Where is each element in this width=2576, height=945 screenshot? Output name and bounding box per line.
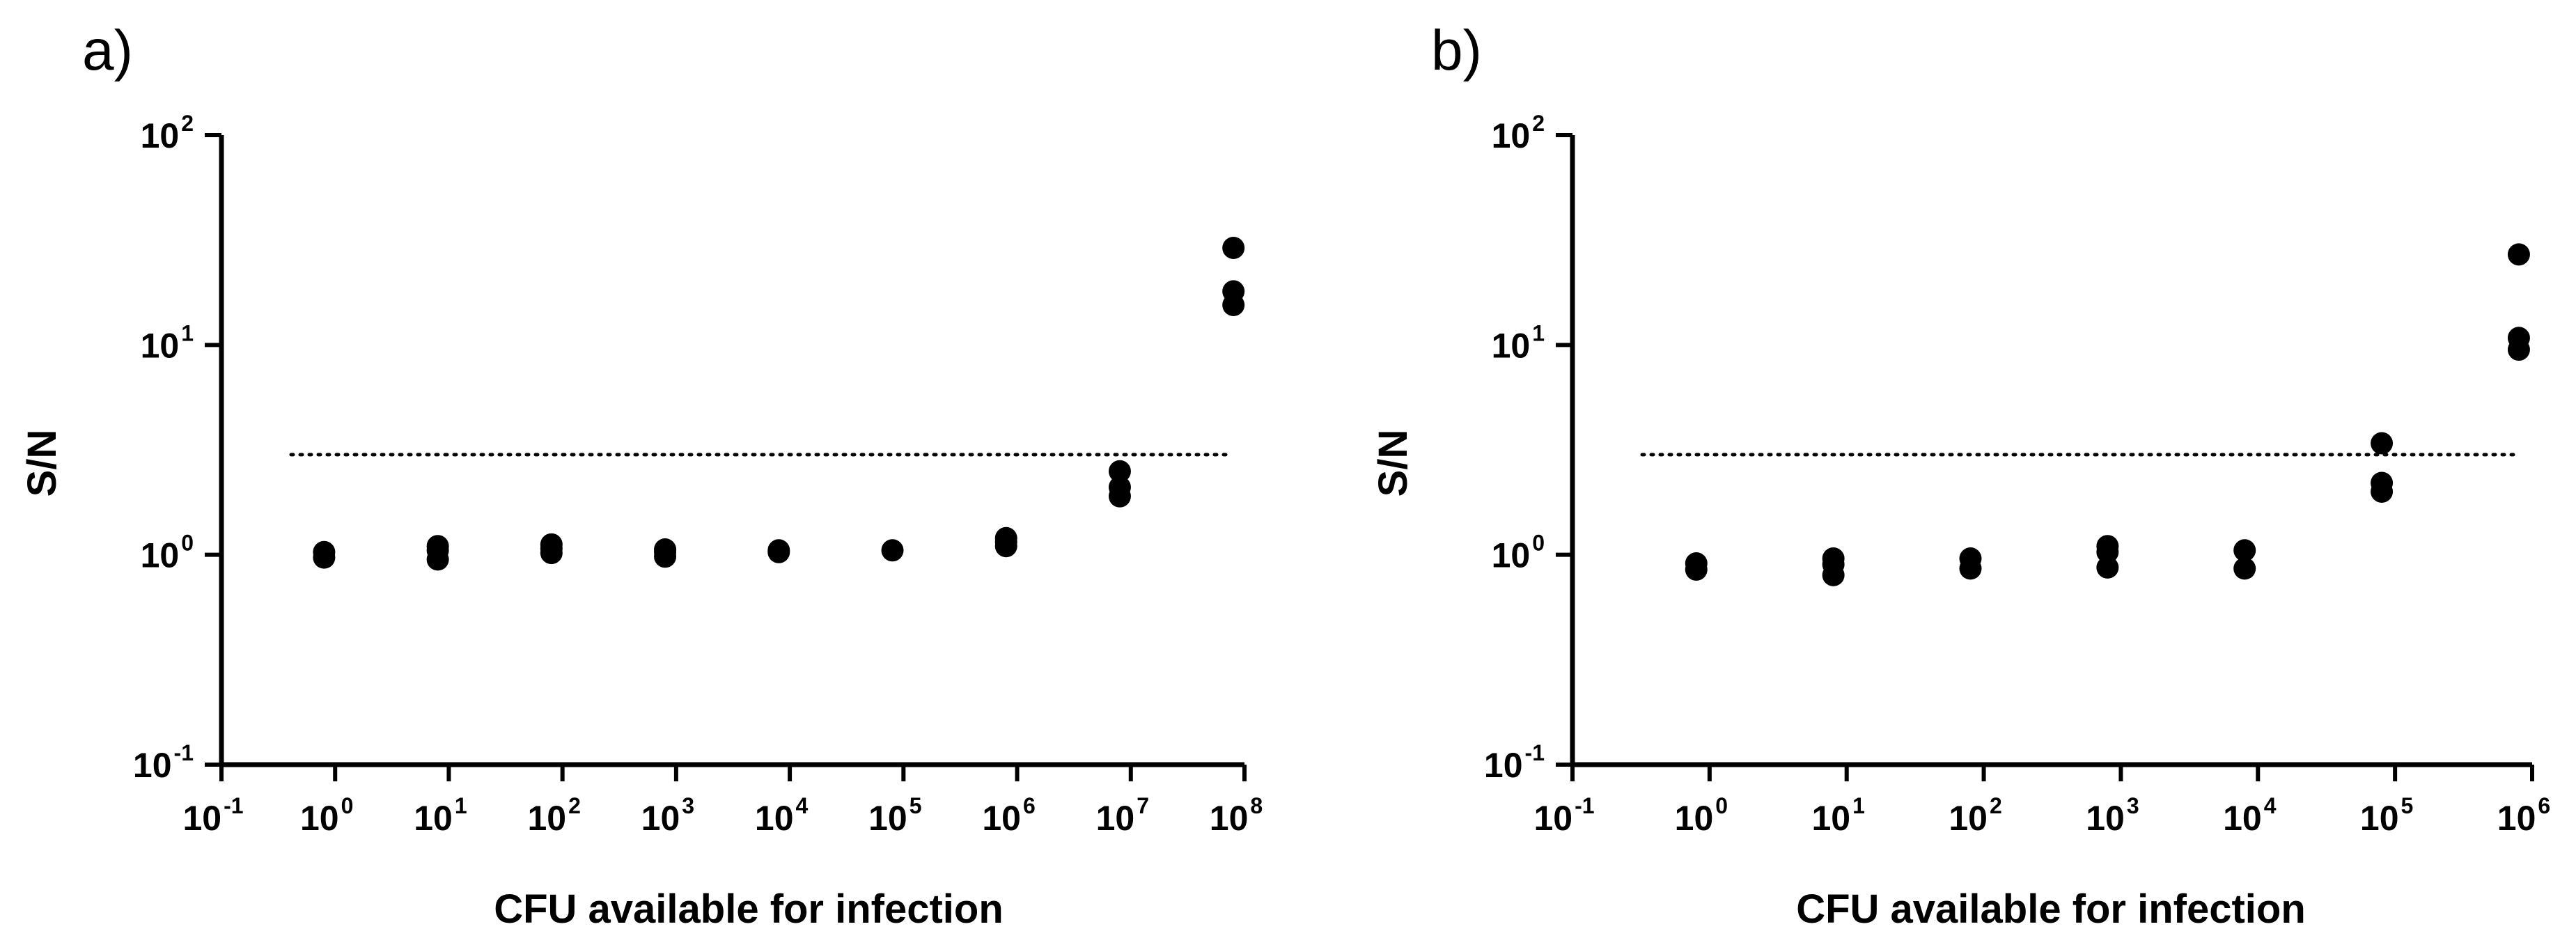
- panel-a-data-point: [881, 539, 904, 562]
- panel-b-y-tick-label: 10-1: [1484, 740, 1545, 785]
- panel-b-data-point: [2371, 471, 2394, 494]
- panel-a-label: a): [82, 19, 133, 82]
- panel-b-y-tick-label: 102: [1492, 111, 1545, 155]
- panel-a-data-point: [1222, 280, 1245, 303]
- panel-a-data-point: [654, 538, 677, 561]
- panel-b-data-point: [2233, 557, 2256, 580]
- panel-a-data-point: [1222, 236, 1245, 259]
- panel-b-x-tick-label: 100: [1675, 793, 1728, 838]
- panel-a-y-tick-label: 10-1: [133, 740, 194, 785]
- panel-b-plot-area: 10-1 100 101 102 103 104 105 106 10-1 100 101 102: [1484, 111, 2550, 838]
- panel-b-data-point: [1822, 547, 1845, 570]
- panel-a-x-tick-label: 104: [755, 793, 809, 838]
- panel-a-x-tick-label: 10-1: [182, 793, 243, 838]
- panel-b-data-point: [1959, 547, 1982, 570]
- panel-b-data-point: [2233, 539, 2256, 562]
- panel-b-x-tick-label: 105: [2360, 793, 2413, 838]
- panel-a-data-point: [767, 539, 790, 562]
- panel-b-data-point: [2096, 556, 2119, 579]
- panel-a-x-tick-label: 100: [300, 793, 353, 838]
- panel-b-x-axis-label: CFU available for infection: [1796, 887, 2306, 932]
- panel-a-x-tick-label: 101: [414, 793, 467, 838]
- panel-b-data-point: [2507, 243, 2530, 266]
- panel-a-data-point: [426, 535, 449, 558]
- panel-a-y-tick-label: 101: [141, 320, 194, 365]
- panel-a: a) 10-1 100 101 102 103 104 105 106 107 10810-110…: [19, 19, 1263, 932]
- panel-a-x-tick-label: 106: [982, 793, 1035, 838]
- panel-b-y-axis-label: S/N: [1371, 430, 1416, 497]
- panel-b-x-tick-label: 102: [1949, 793, 2001, 838]
- panel-a-plot-area: 10-1 100 101 102 103 104 105 106 107 108 10-1 100 10…: [133, 111, 1263, 838]
- panel-a-y-tick-label: 102: [141, 111, 194, 155]
- panel-a-x-axis-label: CFU available for infection: [494, 887, 1004, 932]
- panel-a-data-point: [313, 540, 336, 563]
- panel-b-y-tick-label: 100: [1492, 531, 1545, 575]
- panel-b-x-tick-label: 104: [2223, 793, 2277, 838]
- panel-b-x-tick-label: 10-1: [1533, 793, 1594, 838]
- panel-a-x-tick-label: 108: [1210, 793, 1263, 838]
- panel-a-y-axis-label: S/N: [19, 430, 65, 497]
- panel-a-x-tick-label: 105: [868, 793, 921, 838]
- panel-b-data-point: [1685, 552, 1708, 575]
- panel-b-x-tick-label: 101: [1812, 793, 1865, 838]
- panel-a-data-point: [1108, 460, 1131, 483]
- panel-b-label: b): [1431, 19, 1482, 82]
- panel-a-data-point: [1108, 476, 1131, 499]
- panel-a-x-tick-label: 107: [1096, 793, 1149, 838]
- panel-b-data-point: [2371, 432, 2394, 455]
- panel-a-data-point: [540, 533, 563, 556]
- panel-b-data-point: [2507, 327, 2530, 350]
- panel-b-x-tick-label: 103: [2086, 793, 2139, 838]
- panel-b-x-tick-label: 106: [2497, 793, 2550, 838]
- panel-b-data-point: [2096, 535, 2119, 558]
- panel-a-x-tick-label: 102: [527, 793, 580, 838]
- panel-a-y-tick-label: 100: [141, 531, 194, 575]
- panel-b-y-tick-label: 101: [1492, 320, 1545, 365]
- panel-b: b) 10-1 100 101 102 103 104 105 10610-110010110…: [1371, 19, 2550, 932]
- panel-a-x-tick-label: 103: [641, 793, 694, 838]
- panel-a-data-point: [994, 526, 1017, 549]
